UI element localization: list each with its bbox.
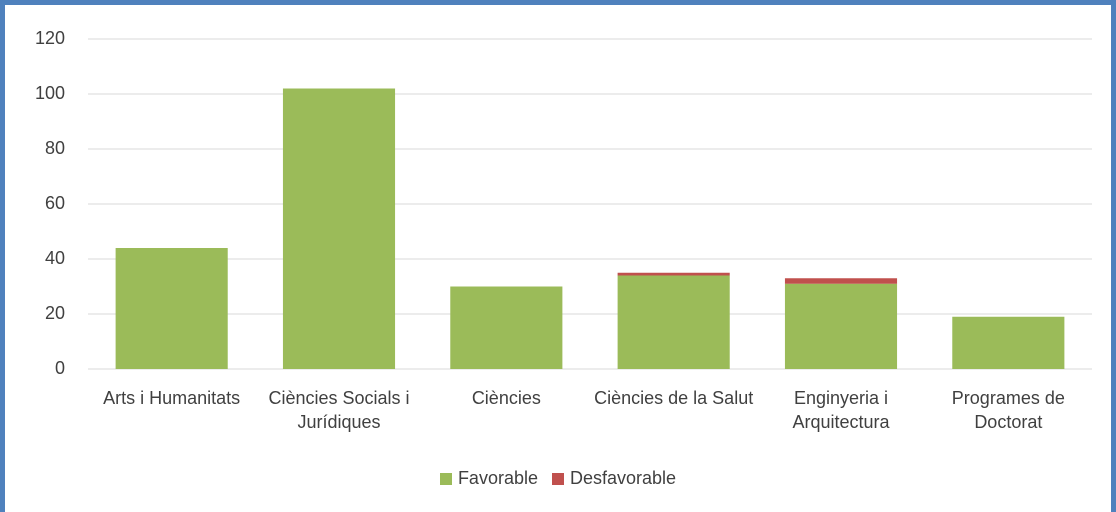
bar-segment (784, 278, 898, 284)
bar-segment (282, 88, 396, 369)
bar-segment (617, 275, 730, 369)
legend-swatch (551, 472, 564, 485)
legend-swatch (439, 472, 452, 485)
y-tick-label: 0 (55, 358, 65, 378)
x-tick-label: Arts i Humanitats (103, 388, 241, 408)
x-tick-label: Enginyeria i Arquitectura (792, 388, 890, 432)
y-tick-label: 20 (45, 303, 65, 323)
bar-segment (617, 272, 730, 276)
legend-label: Desfavorable (569, 468, 677, 488)
x-tick-label: Ciències Socials i Jurídiques (268, 388, 410, 432)
bar-segment (115, 248, 228, 369)
y-tick-label: 80 (45, 138, 65, 158)
legend-label: Favorable (457, 468, 538, 488)
y-tick-label: 120 (35, 28, 65, 48)
y-tick-label: 40 (45, 248, 65, 268)
x-tick-label: Ciències (471, 388, 541, 408)
y-tick-label: 100 (35, 83, 65, 103)
bar-segment (450, 286, 563, 369)
legend-item: Desfavorable (551, 468, 677, 489)
bar-segment (952, 316, 1065, 369)
bar-segment (784, 283, 898, 369)
y-tick-label: 60 (45, 193, 65, 213)
x-tick-label: Ciències de la Salut (594, 388, 754, 408)
x-tick-label: Programes de Doctorat (951, 388, 1065, 432)
legend-item: Favorable (439, 468, 538, 489)
legend: Favorable Desfavorable (0, 468, 1116, 489)
